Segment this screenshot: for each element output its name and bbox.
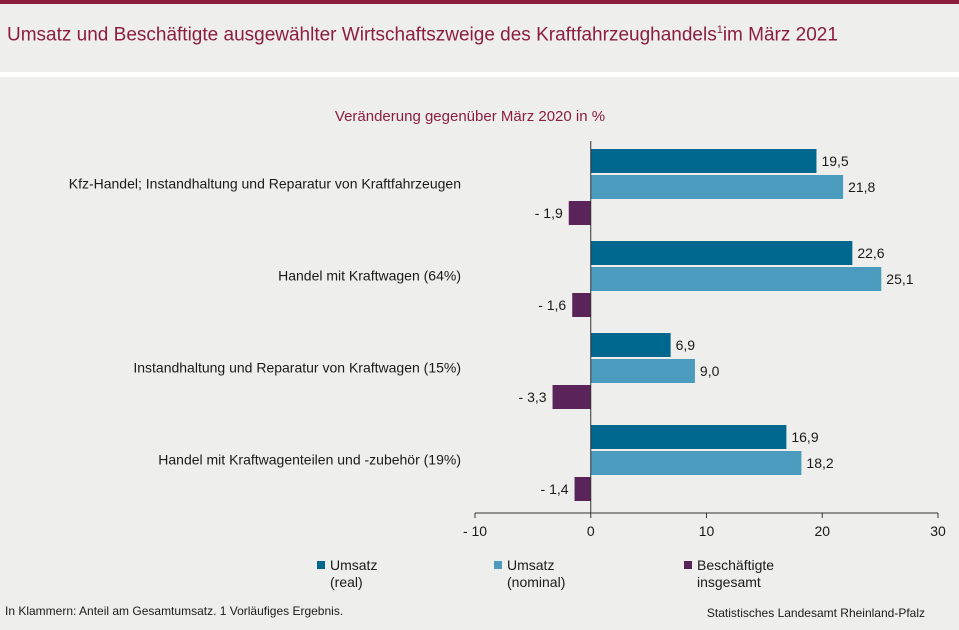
header-divider xyxy=(0,72,959,77)
bar xyxy=(590,451,802,475)
footer-source: Statistisches Landesamt Rheinland-Pfalz xyxy=(706,606,925,620)
data-label: - 1,9 xyxy=(535,205,563,221)
header xyxy=(0,4,959,72)
bar xyxy=(590,425,787,449)
data-label: 25,1 xyxy=(886,271,913,287)
bar xyxy=(590,359,695,383)
data-label: 18,2 xyxy=(806,455,833,471)
x-tick-label: 30 xyxy=(930,523,946,539)
bar xyxy=(590,175,844,199)
data-label: - 1,4 xyxy=(541,481,569,497)
title-footnote-mark: 1 xyxy=(716,24,723,36)
x-axis: - 10 0 10 20 30 xyxy=(463,141,946,539)
legend-label-line1: Umsatz xyxy=(330,557,378,573)
legend-label-line2: (nominal) xyxy=(507,574,566,590)
category-label: Handel mit Kraftwagen (64%) xyxy=(278,268,461,284)
data-label: 19,5 xyxy=(821,153,848,169)
data-label: 22,6 xyxy=(857,245,884,261)
data-label: 6,9 xyxy=(676,337,696,353)
legend-label-line1: Umsatz xyxy=(507,557,555,573)
bar xyxy=(590,333,671,357)
data-label: 9,0 xyxy=(700,363,720,379)
data-label: 16,9 xyxy=(791,429,818,445)
data-label: - 1,6 xyxy=(538,297,566,313)
bars-group: 19,521,8 - 1,9 22,625,1 - 1,6 6,99,0 - 3,3 16,… xyxy=(519,149,914,501)
bar xyxy=(590,149,817,173)
bar xyxy=(552,385,591,409)
footer-note: In Klammern: Anteil am Gesamtumsatz. 1 V… xyxy=(5,604,344,618)
legend-swatch-umsatz-real xyxy=(317,561,325,569)
x-tick-label: 0 xyxy=(587,523,595,539)
title-suffix: im März 2021 xyxy=(722,24,838,46)
chart-title: Umsatz und Beschäftigte ausgewählter Wir… xyxy=(7,24,838,46)
data-label: - 3,3 xyxy=(519,389,547,405)
x-tick-label: - 10 xyxy=(463,523,487,539)
category-labels: Kfz-Handel; Instandhaltung und Reparatur… xyxy=(69,176,461,468)
legend-swatch-umsatz-nominal xyxy=(494,561,502,569)
legend-swatch-beschaeftigte xyxy=(684,561,692,569)
bar xyxy=(568,201,591,225)
legend-label-line2: insgesamt xyxy=(697,574,761,590)
x-tick-label: 20 xyxy=(814,523,830,539)
bar xyxy=(574,477,591,501)
legend-label-line2: (real) xyxy=(330,574,363,590)
data-label: 21,8 xyxy=(848,179,875,195)
legend-label-line1: Beschäftigte xyxy=(697,557,775,573)
category-label: Instandhaltung und Reparatur von Kraftwa… xyxy=(133,360,461,376)
x-tick-label: 10 xyxy=(699,523,715,539)
bar xyxy=(590,241,853,265)
top-rule xyxy=(0,0,959,4)
bar xyxy=(572,293,591,317)
bar xyxy=(590,267,882,291)
category-label: Kfz-Handel; Instandhaltung und Reparatur… xyxy=(69,176,461,192)
chart-subtitle: Veränderung gegenüber März 2020 in % xyxy=(335,108,605,125)
title-main: Umsatz und Beschäftigte ausgewählter Wir… xyxy=(7,24,717,46)
category-label: Handel mit Kraftwagenteilen und -zubehör… xyxy=(158,452,461,468)
